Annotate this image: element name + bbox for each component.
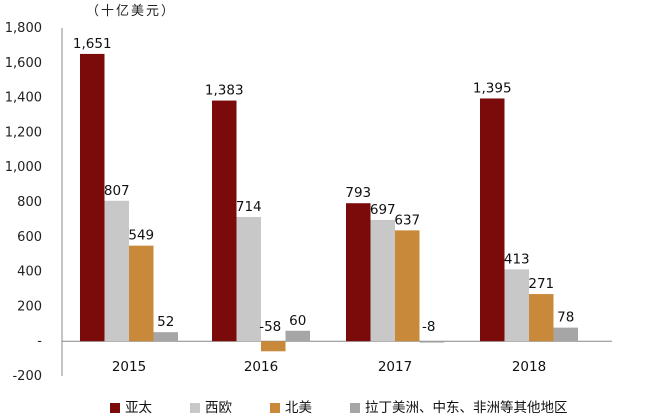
y-tick-label: 1,000 <box>5 160 42 175</box>
data-label: 637 <box>394 212 420 228</box>
x-tick-label: 2015 <box>112 359 146 375</box>
bar <box>153 332 178 342</box>
bar <box>370 219 395 342</box>
bar <box>529 294 554 342</box>
bar <box>236 216 261 342</box>
y-tick-label: 600 <box>17 230 42 245</box>
data-label: 793 <box>345 185 371 201</box>
legend-swatch <box>110 403 120 413</box>
y-axis-unit-label: （十亿美元） <box>86 4 177 19</box>
data-label: 52 <box>157 314 174 330</box>
legend-swatch <box>190 403 200 413</box>
data-label: 1,395 <box>473 80 512 96</box>
y-tick-label: - <box>37 334 42 349</box>
data-label: 60 <box>289 313 306 329</box>
bar <box>104 200 129 342</box>
data-label: 1,383 <box>205 83 244 99</box>
data-label: -58 <box>259 319 281 335</box>
x-tick-label: 2017 <box>378 359 412 375</box>
bar <box>129 245 154 342</box>
legend-label: 北美 <box>285 400 312 416</box>
data-label: 413 <box>504 251 530 267</box>
data-label: -8 <box>422 319 435 335</box>
bar <box>419 341 444 343</box>
bar <box>80 53 105 342</box>
legend-swatch <box>270 403 280 413</box>
data-label: 807 <box>104 183 130 199</box>
bar <box>346 203 371 342</box>
y-tick-label: 1,200 <box>5 125 42 140</box>
y-tick-label: 1,600 <box>5 56 42 71</box>
data-label: 1,651 <box>73 36 112 52</box>
x-tick-label: 2016 <box>244 359 278 375</box>
x-tick-label: 2018 <box>512 359 546 375</box>
y-tick-label: -200 <box>12 369 42 384</box>
bar <box>504 269 529 342</box>
y-tick-label: 400 <box>17 265 42 280</box>
data-label: 714 <box>236 199 262 215</box>
y-tick-label: 800 <box>17 195 42 210</box>
bar <box>395 230 420 342</box>
bar <box>285 330 310 342</box>
data-label: 549 <box>128 228 154 244</box>
legend-label: 西欧 <box>205 400 232 416</box>
y-tick-label: 1,800 <box>5 21 42 36</box>
y-tick-label: 200 <box>17 299 42 314</box>
bar <box>480 98 505 342</box>
data-label: 697 <box>370 202 396 218</box>
bar <box>553 327 578 342</box>
bar <box>212 100 237 342</box>
legend-label: 拉丁美洲、中东、非洲等其他地区 <box>365 399 568 416</box>
data-label: 78 <box>557 310 574 326</box>
y-tick-label: 1,400 <box>5 91 42 106</box>
legend-label: 亚太 <box>125 400 152 416</box>
legend-swatch <box>350 403 360 413</box>
bar <box>261 341 286 352</box>
data-label: 271 <box>528 276 554 292</box>
